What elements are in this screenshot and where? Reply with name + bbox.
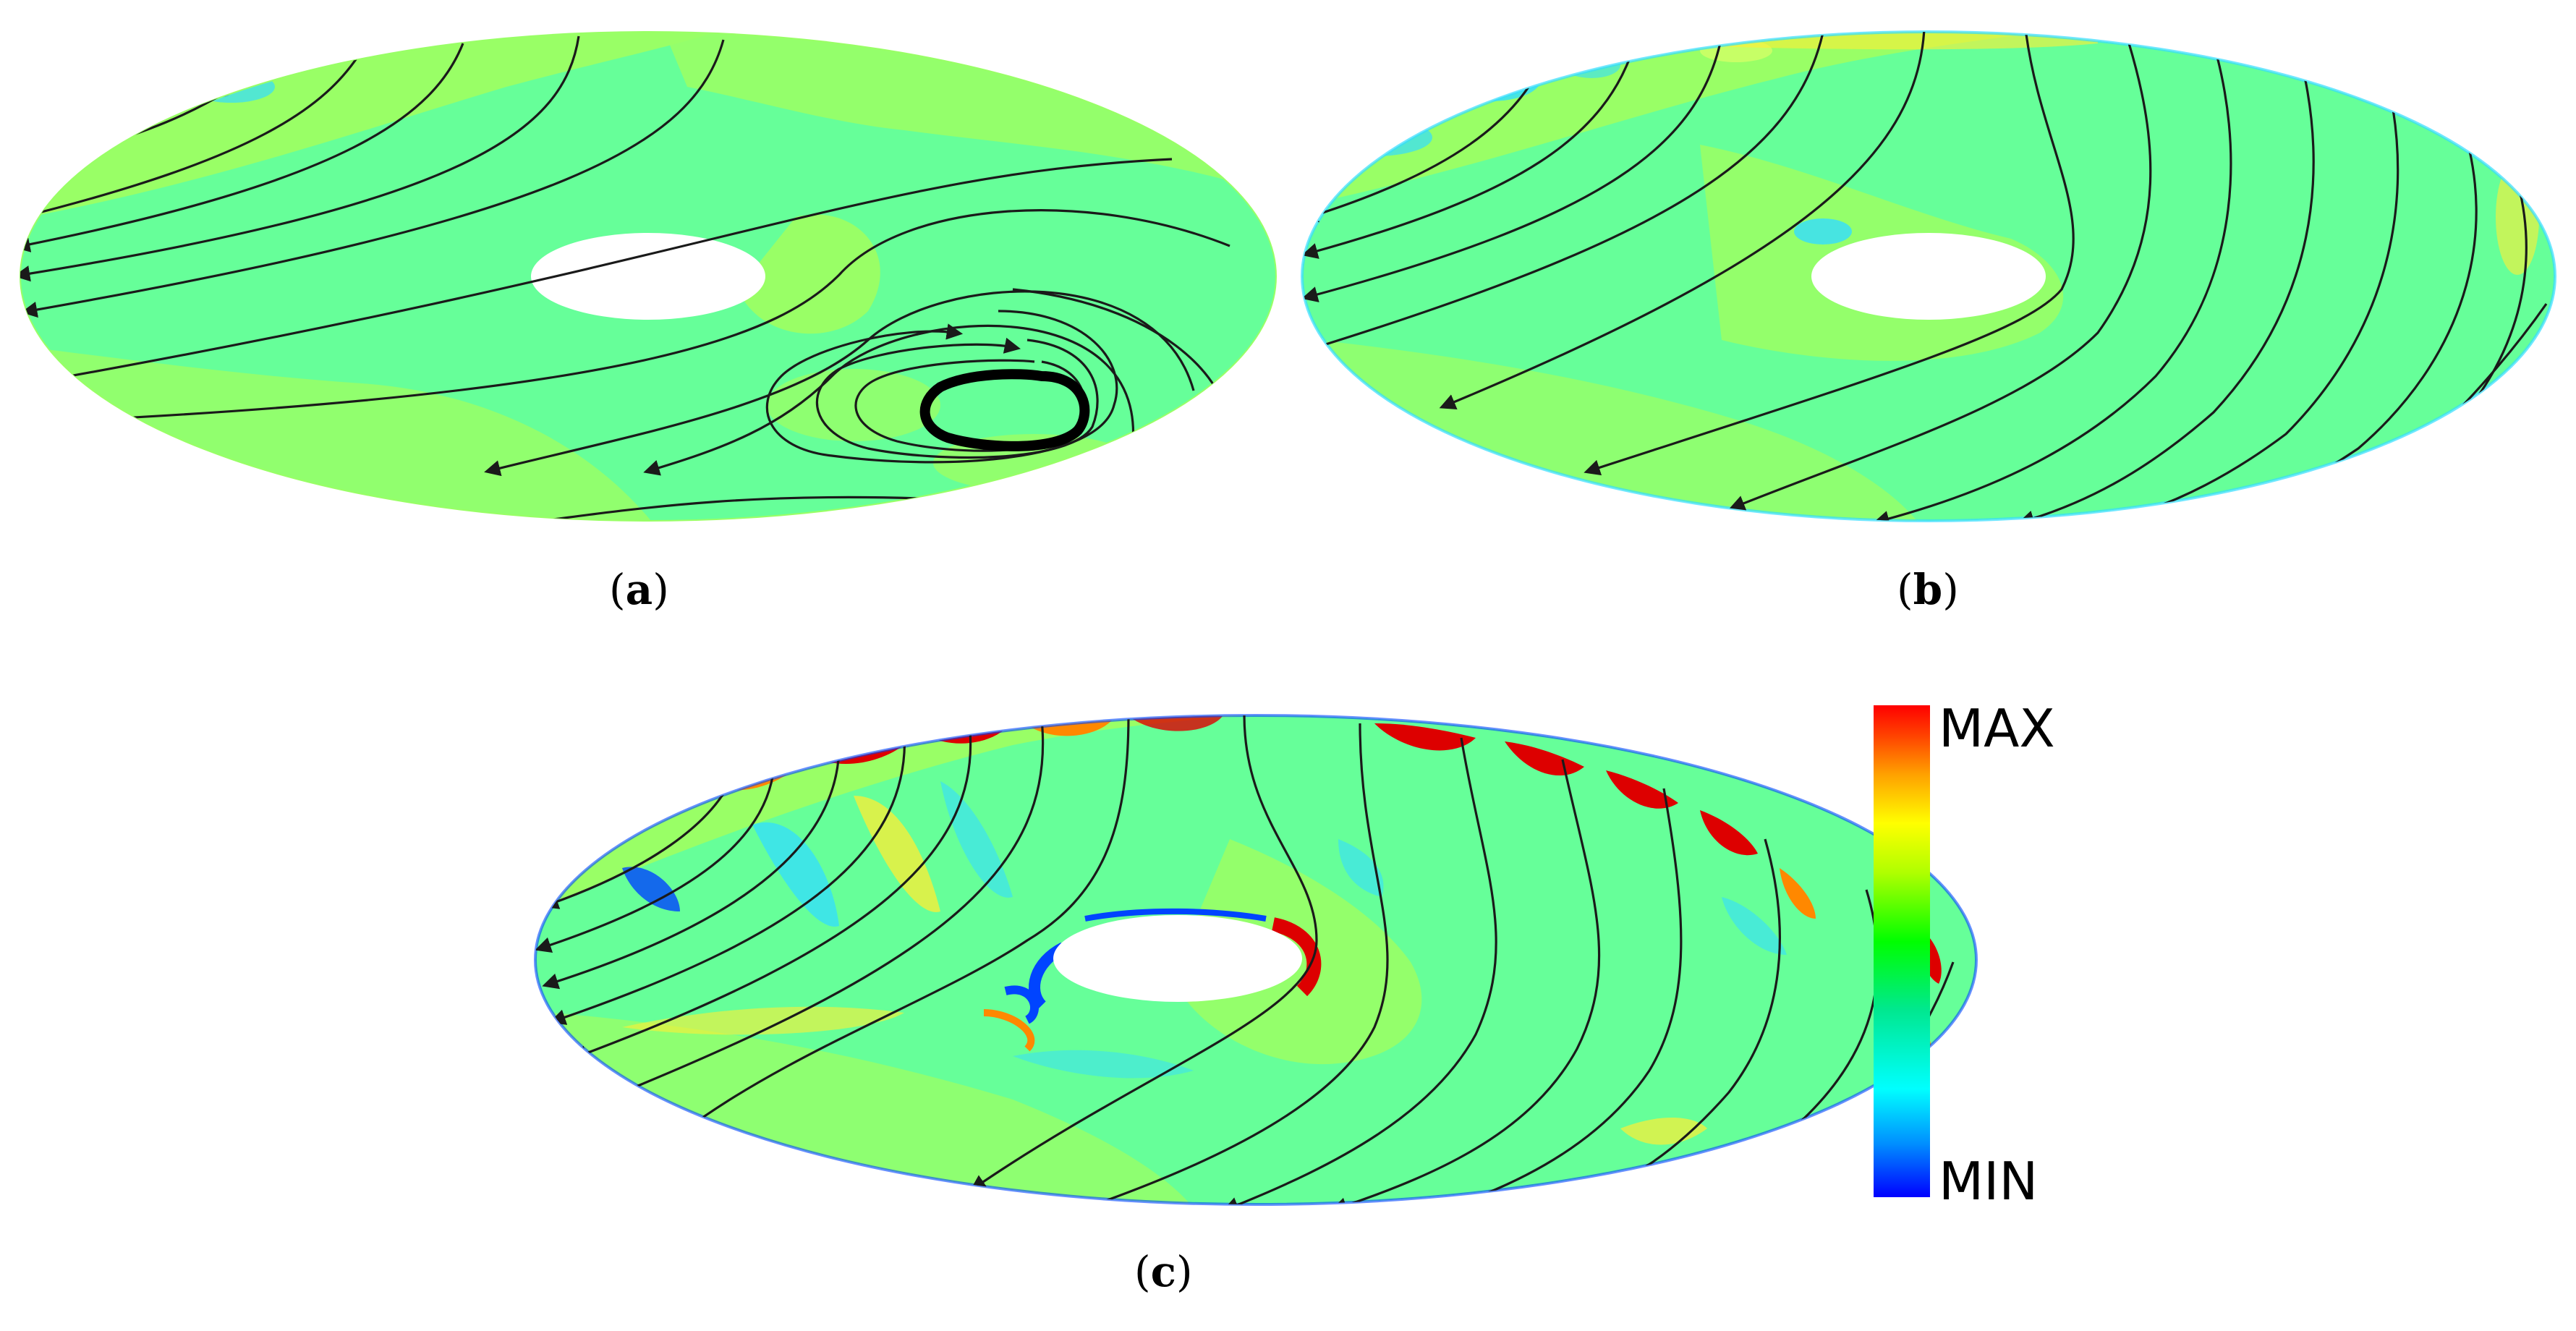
colorbar: MAX MIN: [1874, 698, 2055, 1212]
panel-a-caption: (a): [609, 565, 669, 614]
panel-c-hole-rim-red: [1271, 917, 1322, 997]
panel-a: (a): [20, 31, 1277, 614]
panel-b-caption: (b): [1897, 565, 1959, 614]
panel-a-vortex-core: [919, 369, 1090, 451]
panel-a-inner-hole: [531, 233, 765, 320]
panel-c: (c): [534, 714, 1978, 1296]
panel-c-caption: (c): [1134, 1247, 1193, 1296]
colorbar-max-label: MAX: [1939, 698, 2055, 759]
panel-b-inner-hole: [1811, 233, 2046, 320]
colorbar-min-label: MIN: [1939, 1151, 2038, 1212]
colorbar-gradient: [1874, 705, 1930, 1197]
panel-a-streamlines: [20, 35, 1231, 521]
panel-c-inner-hole: [1053, 915, 1302, 1002]
panel-b: (b): [1301, 30, 2556, 614]
